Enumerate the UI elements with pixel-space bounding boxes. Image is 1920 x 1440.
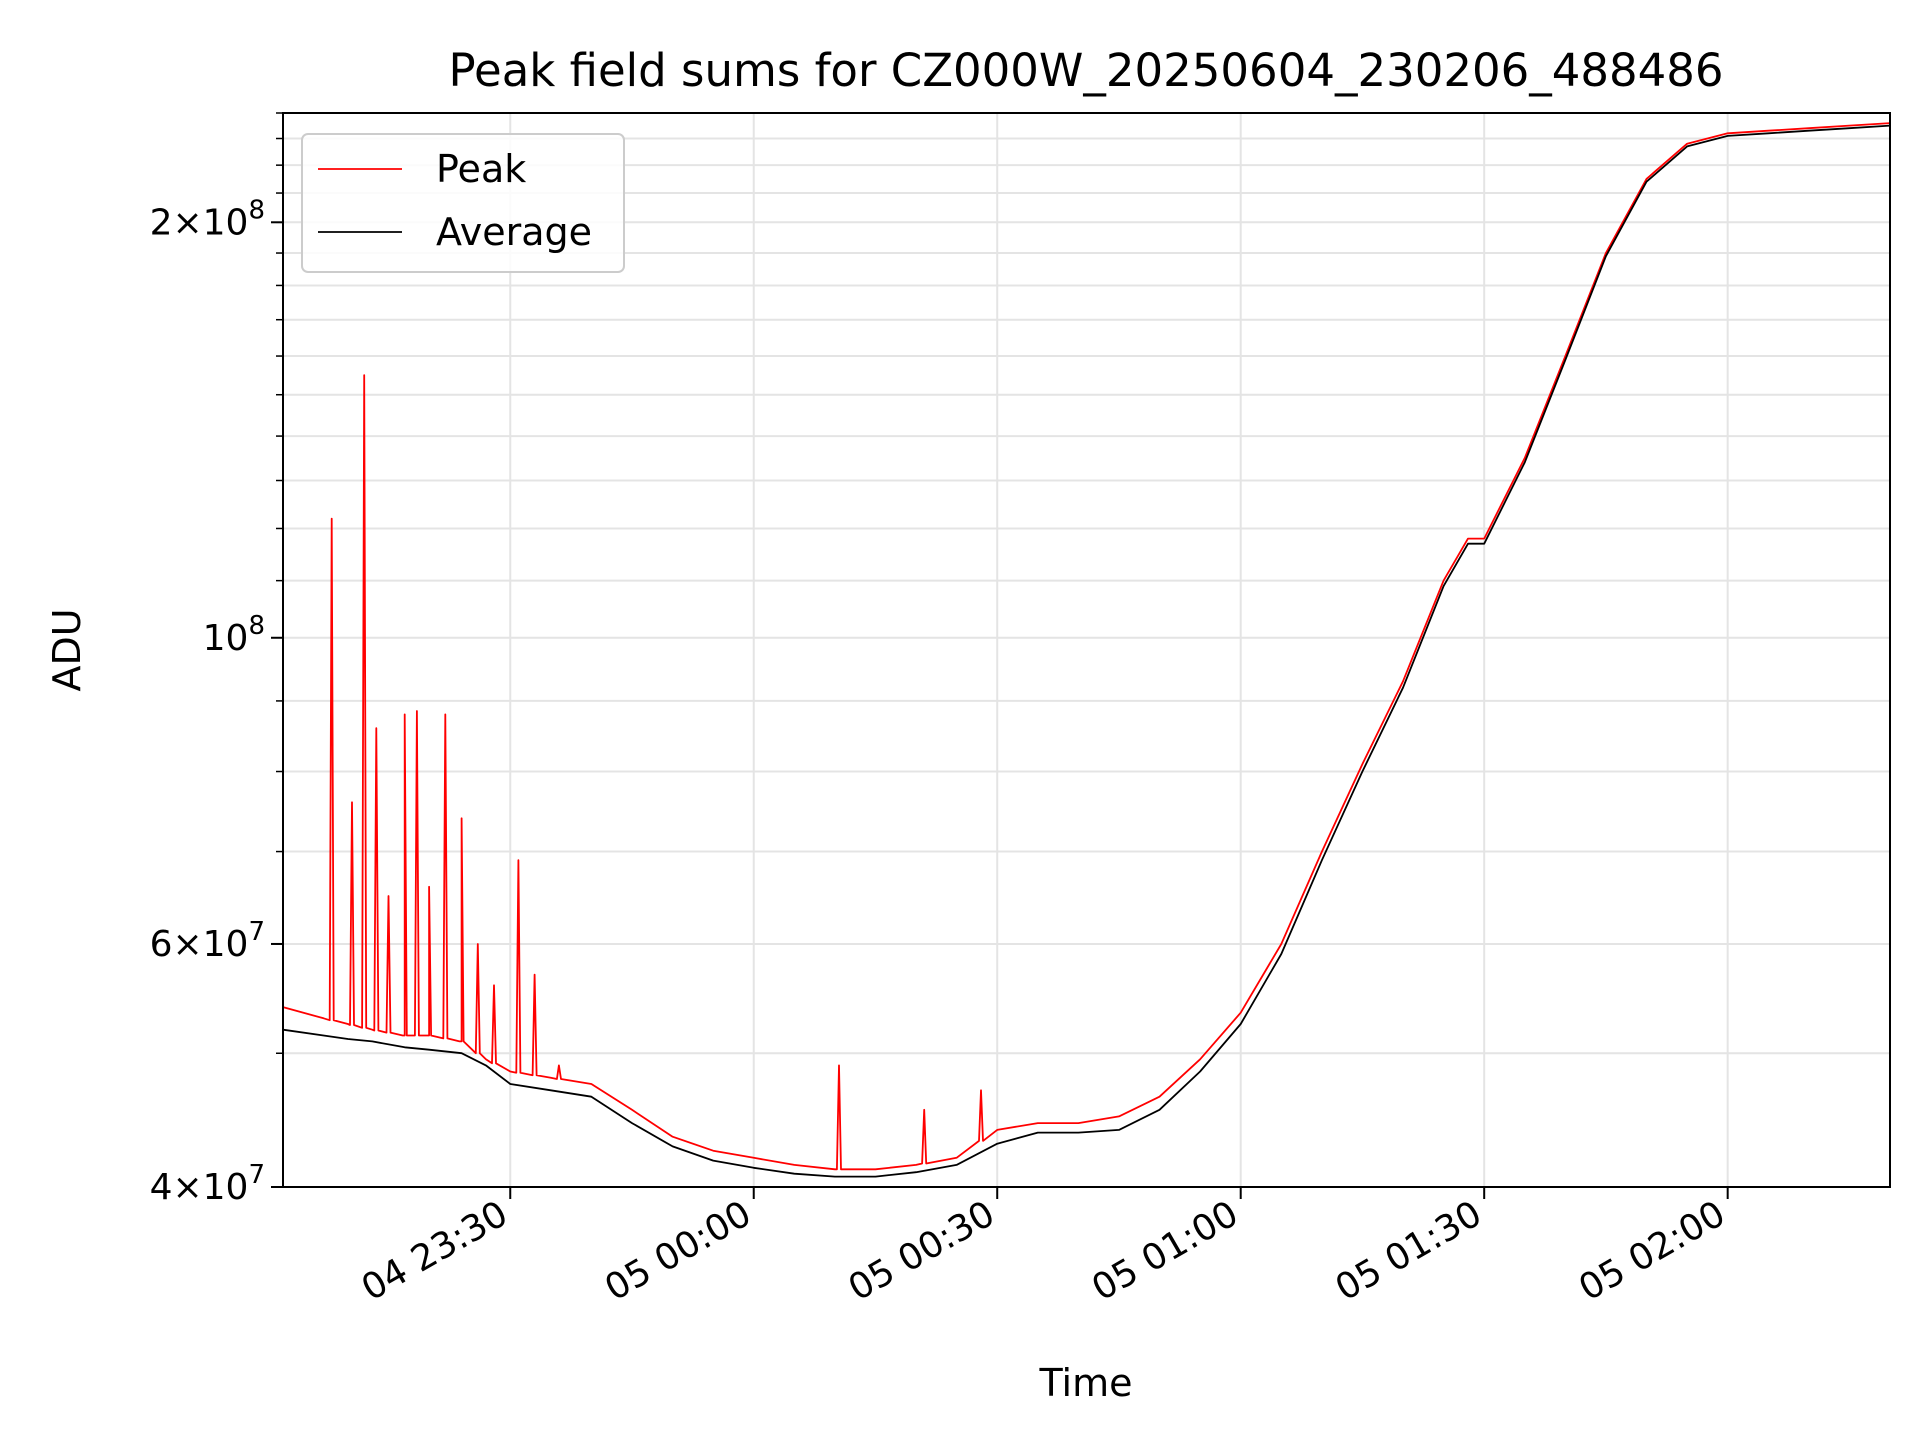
y-tick-label: 108	[203, 611, 265, 659]
chart-title: Peak field sums for CZ000W_20250604_2302…	[448, 44, 1723, 97]
x-tick-label: 05 00:00	[598, 1193, 758, 1309]
y-axis: 4×107 6×107 108 2×108	[150, 112, 283, 1208]
legend: Peak Average	[301, 133, 625, 273]
y-tick-label: 2×108	[150, 195, 265, 243]
x-axis-label: Time	[1039, 1361, 1133, 1405]
y-axis-label: ADU	[45, 608, 89, 691]
grid	[283, 112, 1890, 1188]
plot-frame	[282, 112, 1891, 1188]
series-line-peak	[282, 122, 1891, 1171]
x-tick-label: 05 02:00	[1572, 1193, 1732, 1309]
x-tick-label: 05 00:30	[842, 1193, 1002, 1309]
legend-label-peak: Peak	[436, 147, 526, 191]
x-axis: 04 23:30 05 00:00 05 00:30 05 01:00 05 01:30…	[355, 1187, 1732, 1309]
y-tick-label: 6×107	[150, 917, 265, 965]
x-tick-label: 04 23:30	[355, 1193, 515, 1309]
y-tick-label: 4×107	[150, 1160, 265, 1208]
series-line-average	[282, 124, 1891, 1178]
series-layer	[282, 122, 1891, 1178]
x-tick-label: 05 01:00	[1085, 1193, 1245, 1309]
legend-label-average: Average	[436, 210, 592, 254]
x-tick-label: 05 01:30	[1329, 1193, 1489, 1309]
